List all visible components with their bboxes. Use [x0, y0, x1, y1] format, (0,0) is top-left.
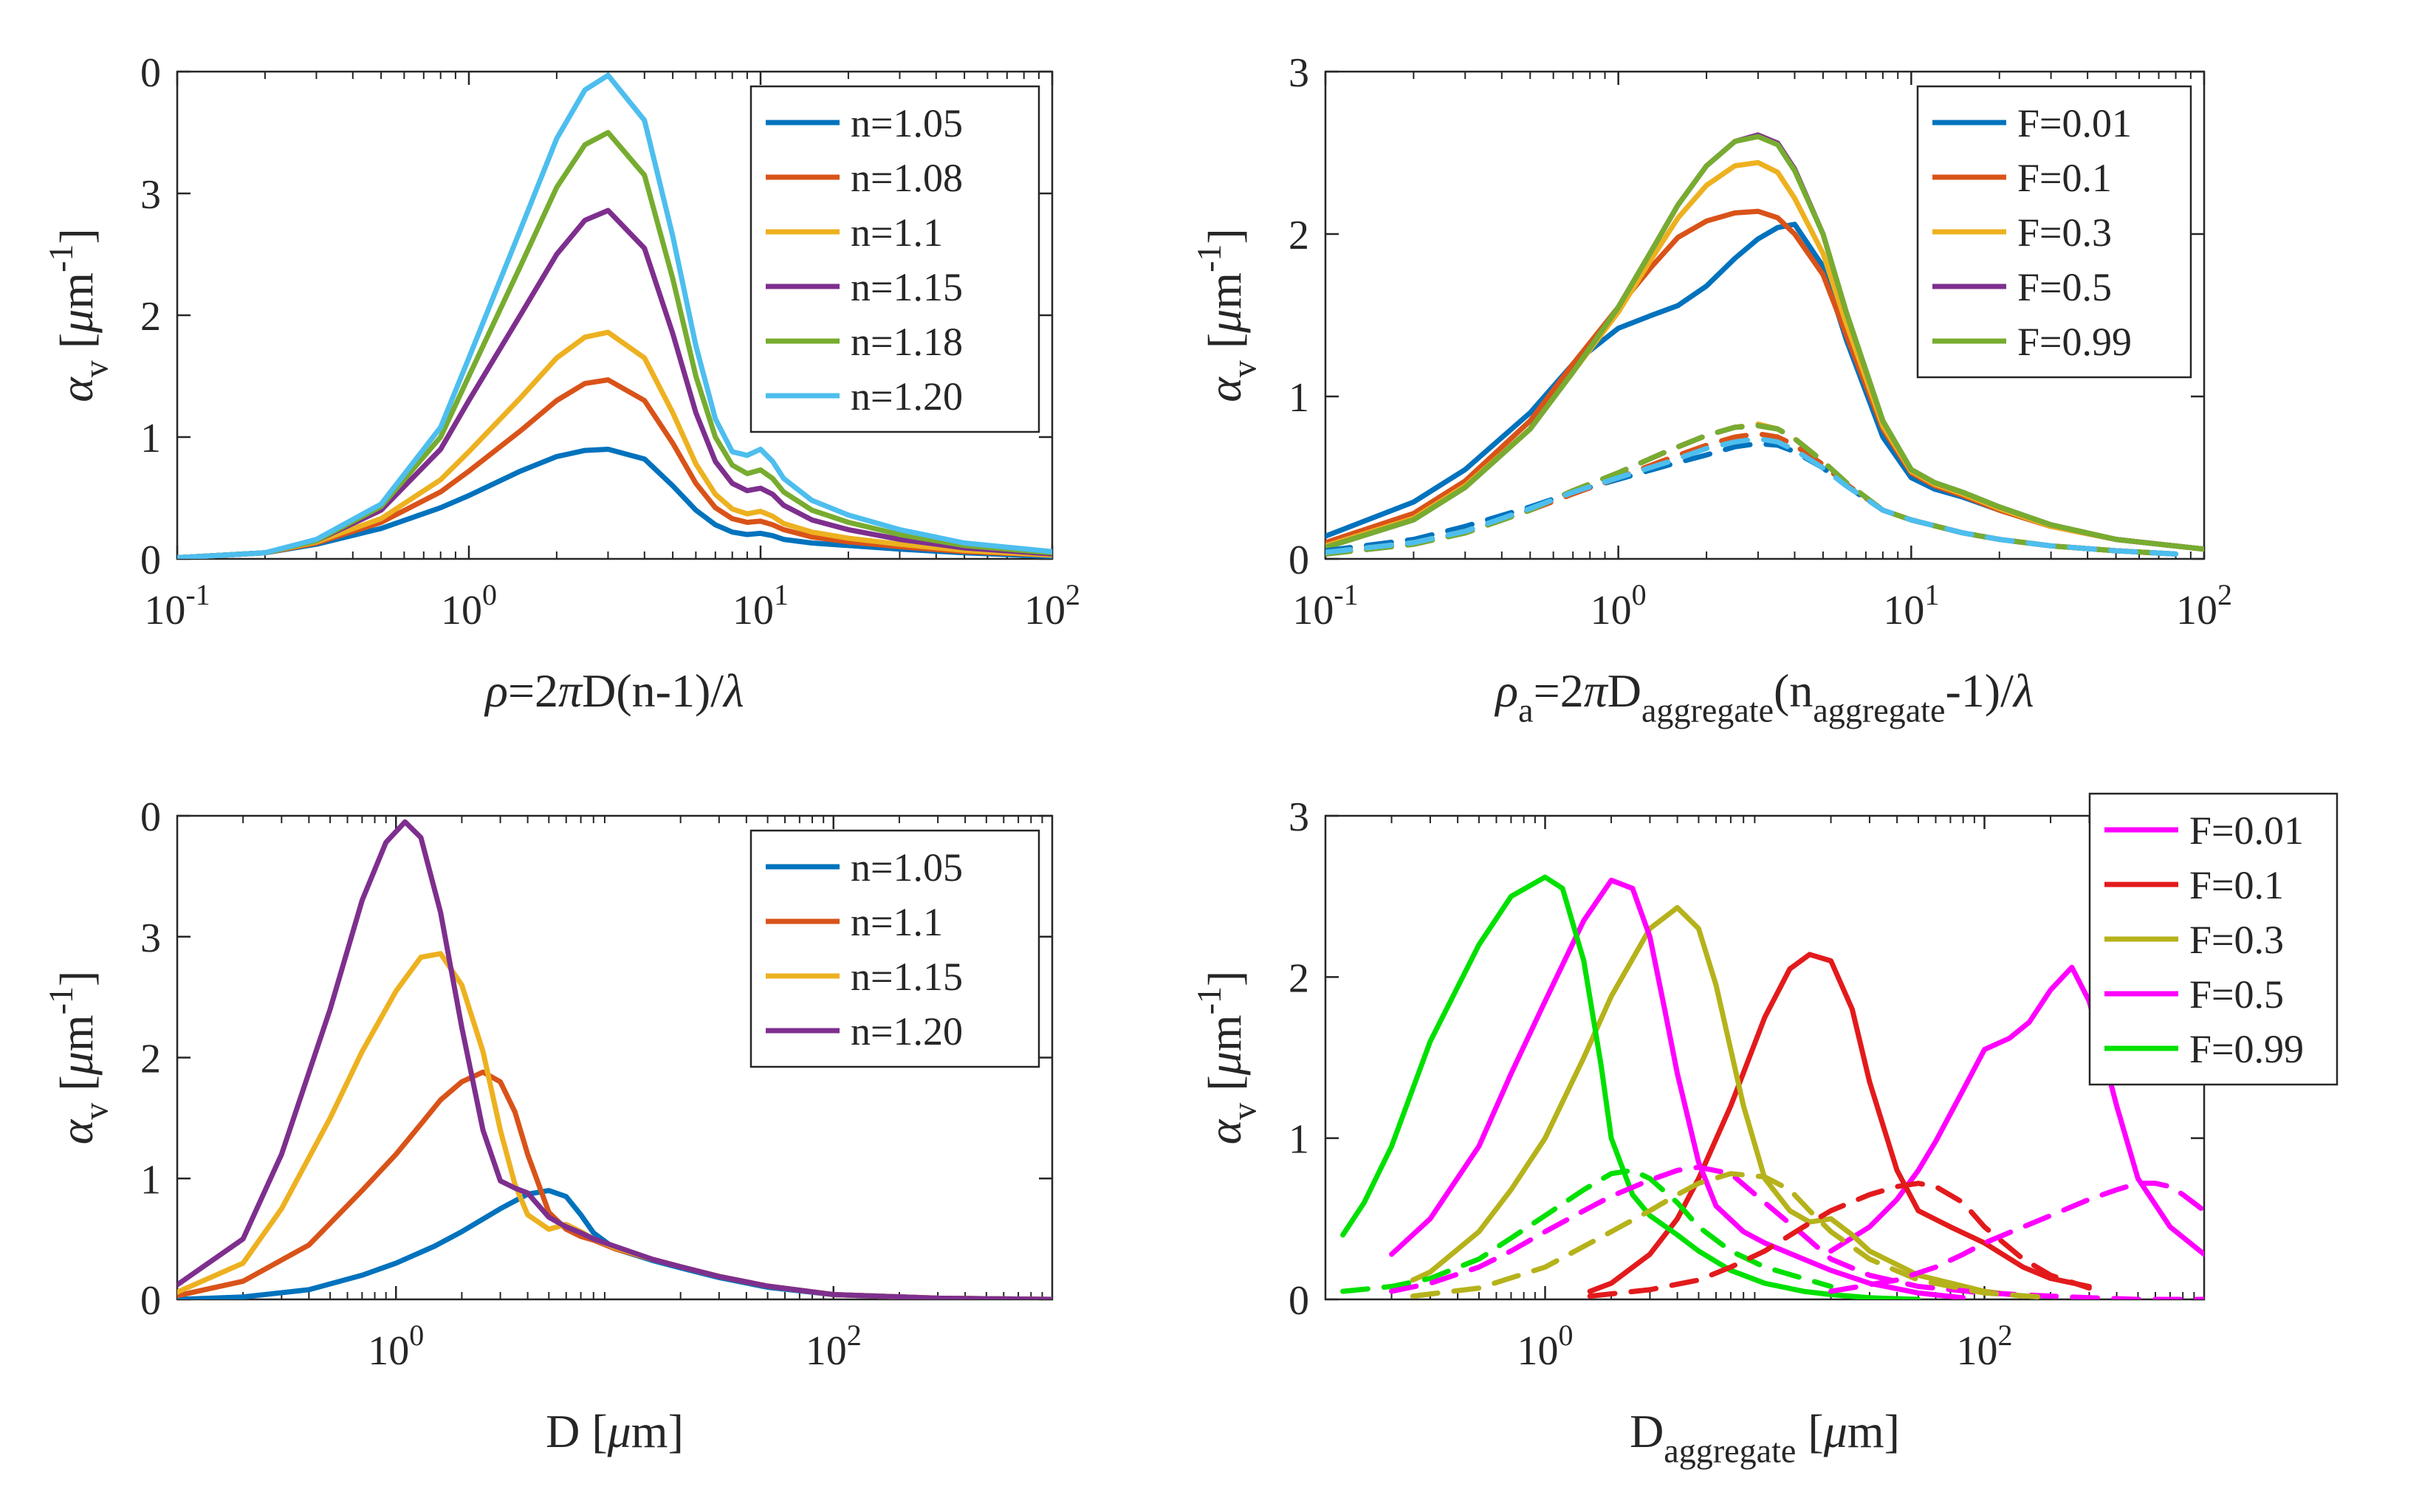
legend-label: F=0.5 — [2189, 972, 2284, 1017]
y-tick-label: 2 — [1289, 955, 1309, 1001]
legend: n=1.05 n=1.1 n=1.15 n=1.20 — [749, 829, 1040, 1068]
legend-label: n=1.05 — [851, 845, 963, 890]
legend-label: n=1.08 — [851, 156, 963, 200]
legend: F=0.01 F=0.1 F=0.3 F=0.5 F=0.99 — [1916, 85, 2192, 379]
x-tick-label: 100 — [368, 1319, 424, 1374]
legend-label: n=1.15 — [851, 955, 963, 999]
series-line-n=1.15 — [177, 207, 1052, 559]
series-line-n=1.05 — [177, 447, 1052, 559]
chart-panel-top-left: 10-1 100 101 102 0 1 2 3 0 n=1.05 n=1.08 n=1.1 n=1.1… — [140, 50, 1080, 633]
legend-label: F=0.99 — [2189, 1027, 2304, 1071]
series-line-dashed-8 — [1587, 1181, 2092, 1299]
x-tick-label: 102 — [1957, 1319, 2013, 1374]
legend-label: n=1.15 — [851, 265, 963, 309]
legend: n=1.05 n=1.08 n=1.1 n=1.15 n=1.18 n=1.20 — [749, 85, 1040, 433]
y-tick-label: 2 — [1289, 213, 1309, 258]
legend-label: F=0.3 — [2017, 210, 2112, 255]
legend: F=0.01 F=0.1 F=0.3 F=0.5 F=0.99 — [2088, 792, 2339, 1086]
legend-label: n=1.1 — [851, 210, 943, 255]
series-line-dashed-10 — [1325, 436, 2179, 557]
legend-label: n=1.20 — [851, 374, 963, 419]
series-line-n=1.08 — [177, 377, 1052, 559]
legend-label: F=0.1 — [2017, 156, 2112, 200]
series-line-n=1.1 — [177, 329, 1052, 559]
series-group — [177, 72, 1052, 559]
chart-panel-bottom-right: 100 102 0 1 2 3 F=0.01 F=0.1 F=0.3 F=0.5 F=0.99 — [1289, 792, 2339, 1374]
y-tick-label: 1 — [140, 416, 161, 461]
legend-label: n=1.20 — [851, 1009, 963, 1054]
y-tick-label: 2 — [140, 294, 161, 340]
y-tick-label: 0 — [1289, 1278, 1309, 1324]
y-tick-label: 1 — [1289, 375, 1309, 421]
y-axis-label: αv [μm-1] — [1190, 228, 1263, 402]
legend-box — [749, 829, 1040, 1068]
legend-label: F=0.3 — [2189, 918, 2284, 962]
y-axis-label: αv [μm-1] — [1190, 971, 1263, 1145]
legend-box — [749, 85, 1040, 433]
x-axis-label: D [μm] — [546, 1405, 684, 1457]
x-tick-label: 10-1 — [144, 578, 210, 633]
x-tick-label: 100 — [1591, 578, 1647, 633]
legend-label: F=0.01 — [2017, 101, 2132, 145]
series-line-n=1.20 — [177, 819, 1052, 1299]
x-axis-label: Daggregate [μm] — [1630, 1405, 1900, 1469]
x-tick-label: 101 — [1883, 578, 1939, 633]
y-tick-label: 1 — [1289, 1117, 1309, 1163]
series-group — [1340, 874, 2204, 1299]
legend-label: n=1.18 — [851, 320, 963, 364]
series-line-F=0.5 — [1389, 877, 1966, 1299]
series-line-F=0.99 — [1340, 874, 1921, 1299]
x-axis-label: ρ=2πD(n-1)/λ — [484, 664, 744, 717]
series-line-F=0.1 — [1587, 952, 2092, 1294]
legend-label: F=0.99 — [2017, 320, 2132, 364]
series-group — [177, 819, 1052, 1299]
series-line-n=1.20 — [177, 72, 1052, 559]
y-tick-label: 0 — [140, 50, 161, 96]
y-tick-label: 0 — [140, 794, 161, 840]
series-line-dashed-5 — [1340, 1167, 1834, 1294]
y-tick-label: 2 — [140, 1037, 161, 1082]
x-tick-label: 100 — [1517, 1319, 1574, 1374]
legend-label: F=0.1 — [2189, 863, 2284, 907]
y-axis-label: αv [μm-1] — [42, 971, 114, 1145]
y-tick-label: 3 — [140, 172, 161, 218]
x-tick-label: 10-1 — [1292, 578, 1358, 633]
series-line-dashed-6 — [1389, 1164, 2204, 1299]
series-line-F=0.3 — [1410, 904, 2026, 1299]
y-tick-label: 0 — [1289, 537, 1309, 583]
x-tick-label: 101 — [732, 578, 789, 633]
series-line-dashed-9 — [1828, 1181, 2204, 1294]
x-tick-label: 102 — [1024, 578, 1080, 633]
legend-label: F=0.5 — [2017, 265, 2112, 309]
x-tick-label: 102 — [806, 1319, 862, 1374]
series-group — [1325, 132, 2204, 557]
series-line-n=1.18 — [177, 130, 1052, 559]
x-tick-label: 100 — [441, 578, 497, 633]
chart-panel-bottom-left: 100 102 0 1 2 3 0 n=1.05 n=1.1 n=1.15 n=1.20 — [140, 794, 1054, 1374]
y-axis-label: αv [μm-1] — [42, 228, 114, 402]
legend-label: F=0.01 — [2189, 808, 2304, 853]
y-tick-label: 3 — [1289, 794, 1309, 840]
y-tick-label: 3 — [140, 915, 161, 961]
plot-area — [1324, 814, 2206, 1301]
legend-box — [1916, 85, 2192, 379]
x-axis-label: ρa=2πDaggregate(naggregate-1)/λ — [1494, 664, 2034, 729]
x-tick-label: 102 — [2176, 578, 2232, 633]
y-tick-label: 3 — [1289, 50, 1309, 96]
series-line-F=0.99 — [1325, 134, 2204, 552]
chart-panel-top-right: 10-1 100 101 1020123F=0.01F=0.1F=0.3F=0.5F=… — [1289, 50, 2232, 633]
legend-label: n=1.05 — [851, 101, 963, 145]
y-tick-label: 0 — [140, 537, 161, 583]
legend-label: n=1.1 — [851, 900, 943, 944]
y-tick-label: 1 — [140, 1157, 161, 1203]
y-tick-label: 0 — [140, 1278, 161, 1324]
series-line-dashed-7 — [1410, 1171, 2053, 1299]
